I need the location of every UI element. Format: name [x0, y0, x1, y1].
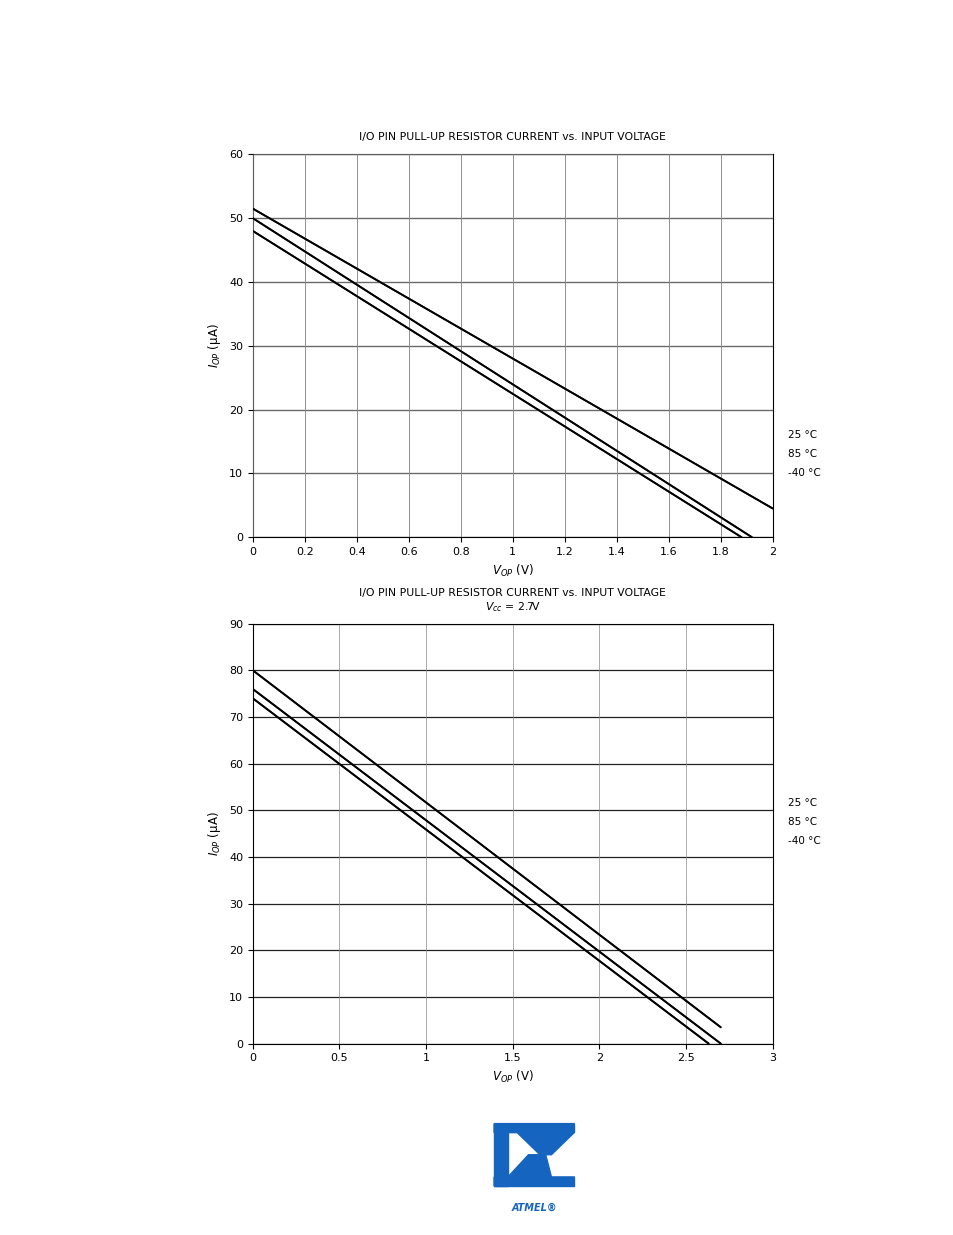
Text: ATMEL®: ATMEL® [511, 1203, 557, 1213]
Y-axis label: $I_{OP}$ (μA): $I_{OP}$ (μA) [206, 324, 223, 368]
X-axis label: $V_{OP}$ (V): $V_{OP}$ (V) [492, 1068, 533, 1086]
Title: I/O PIN PULL-UP RESISTOR CURRENT vs. INPUT VOLTAGE: I/O PIN PULL-UP RESISTOR CURRENT vs. INP… [359, 132, 665, 142]
Text: 25 °C: 25 °C [787, 798, 817, 808]
X-axis label: $V_{OP}$ (V): $V_{OP}$ (V) [492, 562, 533, 579]
Y-axis label: $I_{OP}$ (μA): $I_{OP}$ (μA) [206, 811, 223, 856]
Text: 85 °C: 85 °C [787, 448, 817, 459]
Text: -40 °C: -40 °C [787, 836, 820, 846]
Text: 85 °C: 85 °C [787, 816, 817, 827]
Bar [494, 1124, 507, 1186]
Bar [494, 1177, 574, 1186]
Text: -40 °C: -40 °C [787, 468, 820, 478]
Text: 25 °C: 25 °C [787, 430, 817, 440]
Polygon shape [494, 1124, 574, 1186]
Title: I/O PIN PULL-UP RESISTOR CURRENT vs. INPUT VOLTAGE
$V_{cc}$ = 2.7V: I/O PIN PULL-UP RESISTOR CURRENT vs. INP… [359, 588, 665, 614]
Bar [494, 1124, 574, 1132]
